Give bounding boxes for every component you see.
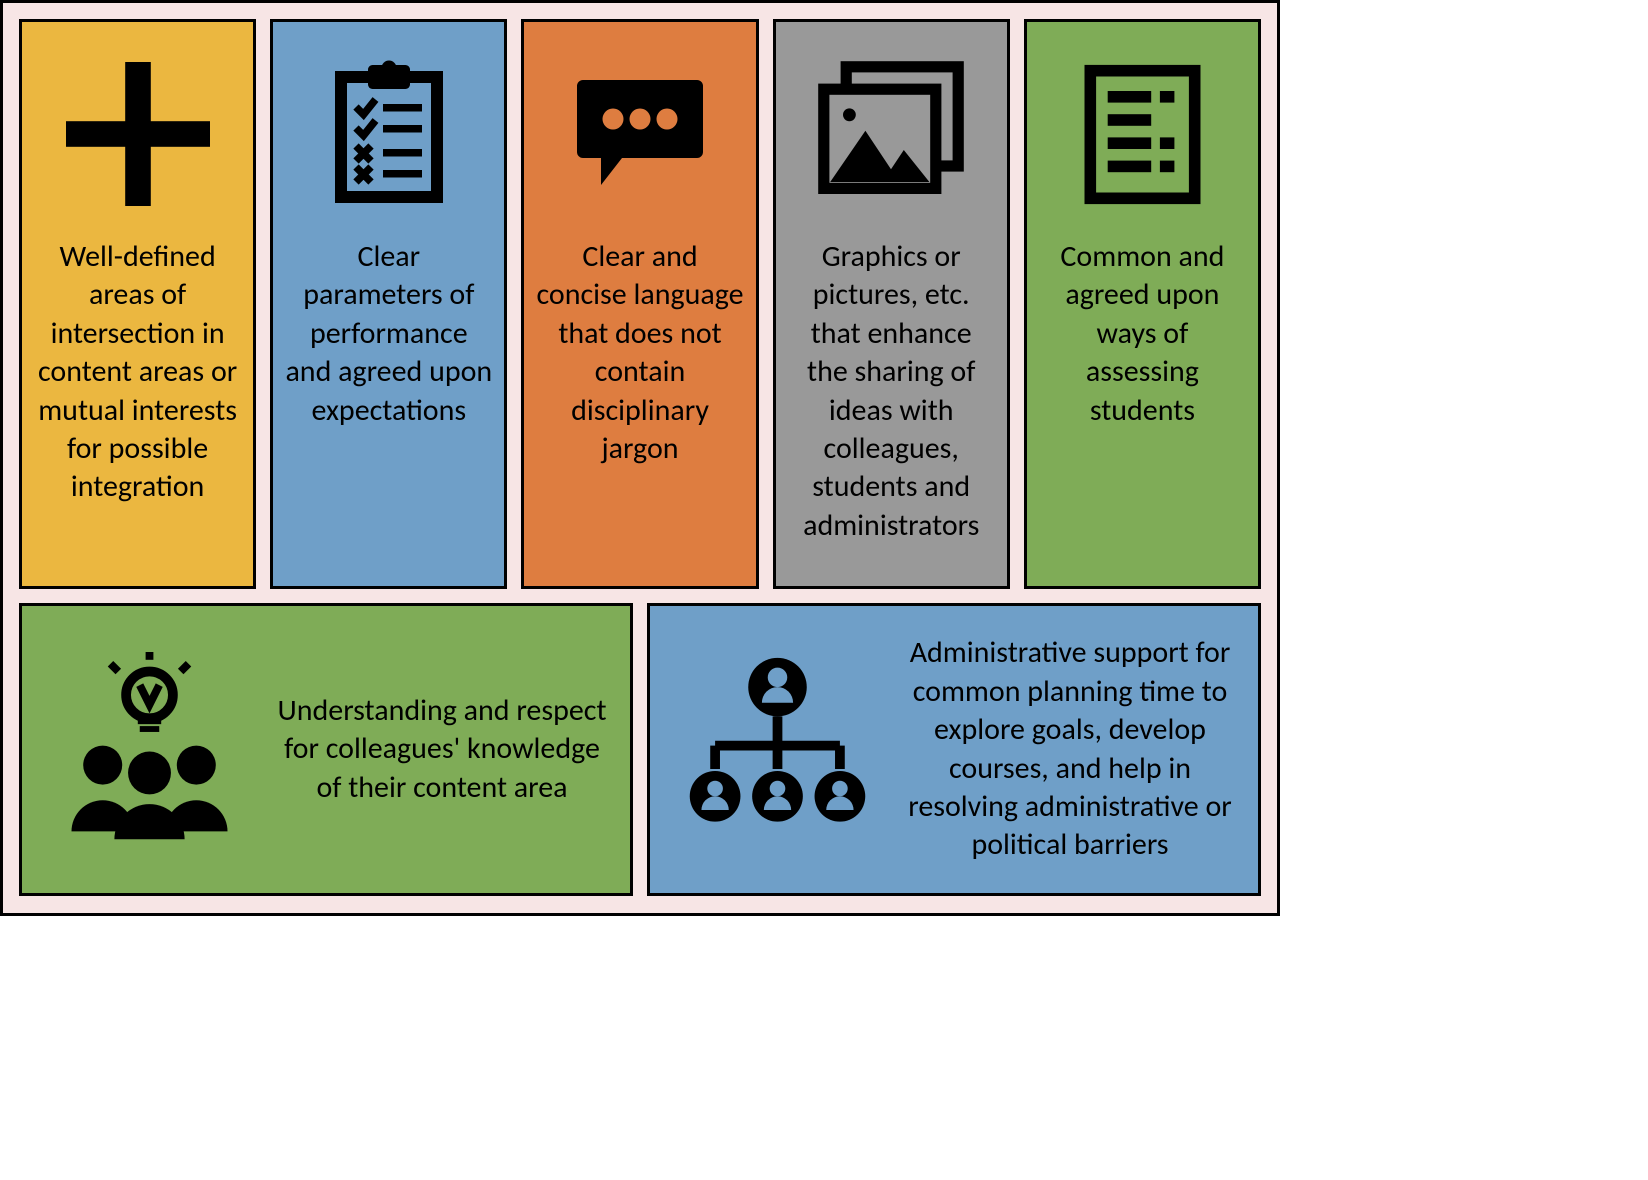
card-text: Graphics or pictures, etc. that enhance …	[788, 238, 995, 545]
images-icon	[801, 44, 981, 224]
team-idea-icon	[44, 645, 254, 855]
card-language: Clear and concise language that does not…	[521, 19, 758, 589]
top-row: Well-defined areas of intersection in co…	[19, 19, 1261, 589]
chat-icon	[550, 44, 730, 224]
card-text: Administrative support for common planni…	[904, 634, 1236, 864]
card-parameters: Clear parameters of performance and agre…	[270, 19, 507, 589]
card-understanding: Understanding and respect for colleagues…	[19, 603, 633, 896]
card-text: Clear parameters of performance and agre…	[285, 238, 492, 430]
card-text: Clear and concise language that does not…	[536, 238, 743, 468]
card-text: Understanding and respect for colleagues…	[276, 692, 608, 807]
card-assessment: Common and agreed upon ways of assessing…	[1024, 19, 1261, 589]
checklist-icon	[1052, 44, 1232, 224]
plus-icon	[48, 44, 228, 224]
card-intersection: Well-defined areas of intersection in co…	[19, 19, 256, 589]
bottom-row: Understanding and respect for colleagues…	[19, 603, 1261, 896]
card-text: Well-defined areas of intersection in co…	[34, 238, 241, 507]
org-chart-icon	[672, 645, 882, 855]
card-admin-support: Administrative support for common planni…	[647, 603, 1261, 896]
card-graphics: Graphics or pictures, etc. that enhance …	[773, 19, 1010, 589]
card-text: Common and agreed upon ways of assessing…	[1039, 238, 1246, 430]
infographic-frame: Well-defined areas of intersection in co…	[0, 0, 1280, 916]
clipboard-icon	[299, 44, 479, 224]
